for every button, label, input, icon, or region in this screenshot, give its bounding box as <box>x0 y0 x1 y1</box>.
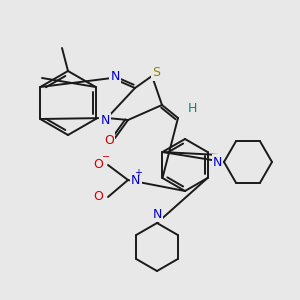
Text: N: N <box>213 155 222 169</box>
Text: S: S <box>152 67 160 80</box>
Text: N: N <box>100 115 110 128</box>
Text: N: N <box>110 70 120 83</box>
Text: N: N <box>152 208 162 221</box>
Text: −: − <box>102 152 110 162</box>
Text: O: O <box>93 158 103 172</box>
Text: O: O <box>104 134 114 146</box>
Text: H: H <box>187 101 197 115</box>
Text: O: O <box>93 190 103 203</box>
Text: N: N <box>131 173 140 187</box>
Text: +: + <box>134 168 142 178</box>
